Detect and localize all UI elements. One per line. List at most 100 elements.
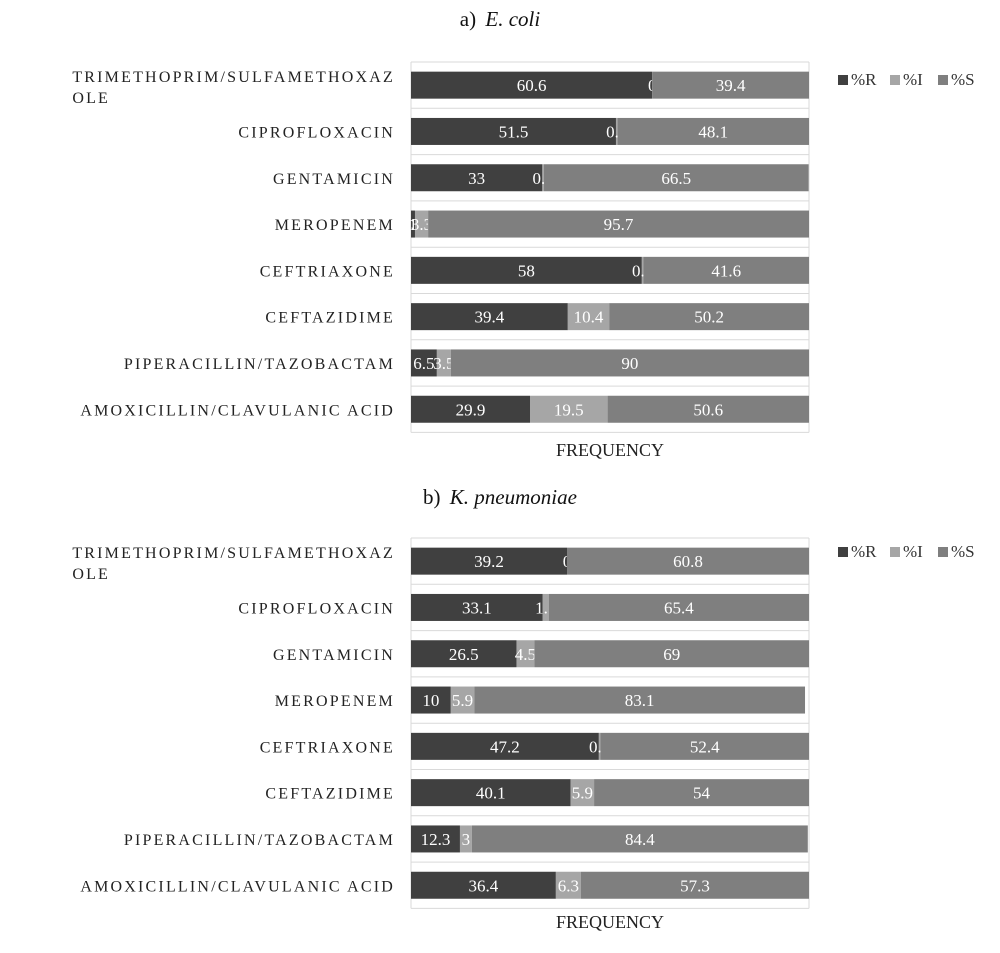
bar-segment-s xyxy=(609,303,809,331)
data-label: 58 xyxy=(518,261,535,280)
bar-segment-i xyxy=(516,640,535,668)
data-label: 51.5 xyxy=(499,122,529,141)
category-label: MEROPENEM xyxy=(275,693,395,710)
data-label: 48.1 xyxy=(698,122,728,141)
bar-segment-i xyxy=(598,732,601,760)
bar-segment-i xyxy=(530,395,608,423)
data-label: 10 xyxy=(422,691,439,710)
bar-segment-r xyxy=(411,871,556,899)
data-label: 5.9 xyxy=(452,691,473,710)
category-label: CEFTAZIDIME xyxy=(265,310,395,327)
category-label: CEFTAZIDIME xyxy=(265,786,395,803)
bar-segment-r xyxy=(411,593,543,621)
bar-segment-s xyxy=(474,686,806,714)
legend-entry: %I xyxy=(903,70,923,89)
bar-segment-i xyxy=(641,256,644,284)
chart-title: b) K. pneumoniae xyxy=(0,485,1000,510)
data-label: 84.4 xyxy=(625,830,655,849)
bar-segment-r xyxy=(411,71,653,99)
data-label: 5.9 xyxy=(572,784,593,803)
panel-letter: b) xyxy=(423,485,441,509)
bar-segment-r xyxy=(411,640,517,668)
bar-segment-s xyxy=(607,395,809,423)
category-label: GENTAMICIN xyxy=(273,647,395,664)
category-label: CEFTRIAXONE xyxy=(260,739,395,756)
bar-segment-s xyxy=(548,593,809,621)
data-label: 60.6 xyxy=(517,76,547,95)
category-label: GENTAMICIN xyxy=(273,171,395,188)
data-label: 36.4 xyxy=(469,876,499,895)
data-label: 39.4 xyxy=(475,308,505,327)
x-axis-label: FREQUENCY xyxy=(556,912,664,932)
bar-segment-r xyxy=(411,686,451,714)
legend-swatch xyxy=(890,547,900,557)
data-label: 52.4 xyxy=(690,737,720,756)
bar-segment-i xyxy=(542,593,549,621)
panel-species: E. coli xyxy=(485,7,541,31)
data-label: 33.1 xyxy=(462,598,492,617)
data-label: 6.3 xyxy=(558,876,579,895)
data-label: 29.9 xyxy=(456,400,486,419)
data-label: 47.2 xyxy=(490,737,520,756)
legend-swatch xyxy=(938,75,948,85)
legend: %R %I %S xyxy=(838,542,975,561)
data-label: 39.2 xyxy=(474,552,504,571)
legend-swatch xyxy=(890,75,900,85)
legend-swatch xyxy=(838,547,848,557)
data-label: 41.6 xyxy=(711,261,741,280)
bar-segment-s xyxy=(567,547,809,575)
data-label: 6.5 xyxy=(413,354,434,373)
chart-panel-kpneumoniae: b) K. pneumoniae 39.2060.8TRIMETHOPRIM/S… xyxy=(0,476,1000,953)
legend-swatch xyxy=(938,547,948,557)
bar-segment-i xyxy=(615,117,618,145)
bar-segment-i xyxy=(555,871,581,899)
bar-segment-r xyxy=(411,256,642,284)
legend-entry: %R xyxy=(851,70,877,89)
bar-segment-r xyxy=(411,117,616,145)
bar-segment-i xyxy=(542,164,544,192)
data-label: 26.5 xyxy=(449,645,479,664)
category-label: CIPROFLOXACIN xyxy=(238,124,395,141)
bar-segment-i xyxy=(450,686,475,714)
stacked-bar-chart: 60.6039.4TRIMETHOPRIM/SULFAMETHOXAZOLE51… xyxy=(72,61,975,460)
bar-segment-r xyxy=(411,825,460,853)
bar-segment-s xyxy=(450,349,809,377)
category-label: CEFTRIAXONE xyxy=(260,263,395,280)
bar-segment-r xyxy=(411,547,568,575)
data-label: 3.3 xyxy=(411,215,432,234)
bar-segment-s xyxy=(534,640,809,668)
legend-entry: %S xyxy=(951,542,975,561)
legend-entry: %I xyxy=(903,542,923,561)
bar-segment-i xyxy=(459,825,472,853)
category-label: PIPERACILLIN/TAZOBACTAM xyxy=(124,356,395,373)
chart-panel-ecoli: a) E. coli 60.6039.4TRIMETHOPRIM/SULFAME… xyxy=(0,0,1000,476)
data-label: 65.4 xyxy=(664,598,694,617)
bar-segment-r xyxy=(411,210,415,238)
bar-segment-s xyxy=(652,71,809,99)
category-label: PIPERACILLIN/TAZOBACTAM xyxy=(124,832,395,849)
data-label: 39.4 xyxy=(716,76,746,95)
category-label: AMOXICILLIN/CLAVULANIC ACID xyxy=(80,878,395,895)
category-label: TRIMETHOPRIM/SULFAMETHOXAZ OLE xyxy=(72,69,395,107)
bar-segment-s xyxy=(580,871,809,899)
data-label: 50.6 xyxy=(693,400,723,419)
data-label: 19.5 xyxy=(554,400,584,419)
data-label: 57.3 xyxy=(680,876,710,895)
data-label: 3.5 xyxy=(433,354,454,373)
bar-segment-r xyxy=(411,349,437,377)
data-label: 40.1 xyxy=(476,784,506,803)
bar-segment-i xyxy=(436,349,451,377)
gridlines xyxy=(410,61,810,433)
panel-letter: a) xyxy=(459,7,477,31)
data-label: 60.8 xyxy=(673,552,703,571)
chart-title: a) E. coli xyxy=(0,7,1000,32)
bar-segment-r xyxy=(411,732,599,760)
data-label: 33 xyxy=(468,169,485,188)
bar-segment-s xyxy=(643,256,809,284)
legend-entry: %R xyxy=(851,542,877,561)
data-label: 50.2 xyxy=(694,308,724,327)
bar-segment-r xyxy=(411,779,571,807)
bar-segment-r xyxy=(411,164,543,192)
bar-segment-s xyxy=(428,210,809,238)
bar-segment-s xyxy=(600,732,809,760)
